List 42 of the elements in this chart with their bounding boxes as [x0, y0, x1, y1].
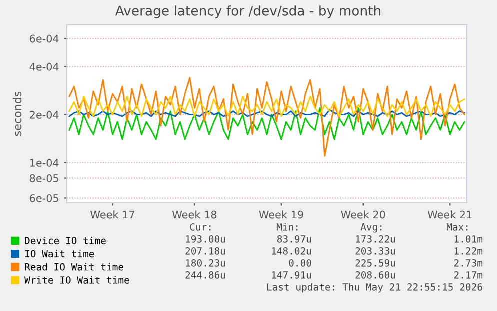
y-tick-label: 4e-04 — [30, 62, 59, 71]
x-tick-label: Week 21 — [428, 210, 472, 219]
y-tick-label: 6e-05 — [30, 194, 58, 202]
line-series — [68, 109, 466, 118]
line-series — [68, 107, 466, 140]
text: 2.17m — [454, 271, 483, 279]
text: Cur: — [190, 223, 211, 231]
x-tick-label: Week 18 — [172, 210, 217, 219]
y-tick-label: 6e-04 — [30, 34, 59, 43]
legend-label: IO Wait time — [25, 250, 94, 258]
text: 203.33u — [356, 247, 396, 255]
text: 83.97u — [278, 235, 312, 243]
chart-title: Average latency for /dev/sda - by month — [115, 6, 381, 18]
text: 1.22m — [454, 247, 483, 255]
line-series — [68, 96, 466, 118]
text: Max: — [446, 224, 468, 231]
text: 207.18u — [186, 247, 226, 255]
x-tick-label: Week 17 — [90, 210, 134, 219]
text: 173.22u — [356, 235, 396, 243]
text: 147.91u — [272, 271, 312, 279]
text: 244.86u — [186, 271, 226, 279]
text: 1.01m — [454, 235, 483, 243]
y-tick-label: 1e-04 — [30, 159, 59, 167]
y-tick-label: 2e-04 — [30, 110, 59, 119]
text: 148.02u — [272, 247, 312, 255]
legend-label: Device IO time — [25, 236, 106, 244]
x-tick-label: Week 19 — [259, 210, 304, 219]
text: Min: — [276, 223, 298, 231]
text: 180.23u — [186, 259, 226, 267]
text: Last update: Thu May 21 22:55:15 2026 — [267, 283, 482, 293]
text: 193.00u — [186, 235, 226, 243]
legend-label: Write IO Wait time — [24, 276, 130, 284]
legend-label: Read IO Wait time — [25, 263, 124, 271]
y-tick-label: 8e-05 — [30, 174, 58, 182]
x-tick-label: Week 20 — [341, 210, 386, 219]
text: 2.73m — [454, 259, 483, 267]
text: 225.59u — [356, 259, 396, 267]
line-series — [68, 77, 466, 157]
text: 0.00 — [289, 259, 312, 267]
text: 208.60u — [356, 271, 396, 279]
y-axis-title: seconds — [13, 92, 22, 136]
text: Avg: — [360, 224, 382, 233]
